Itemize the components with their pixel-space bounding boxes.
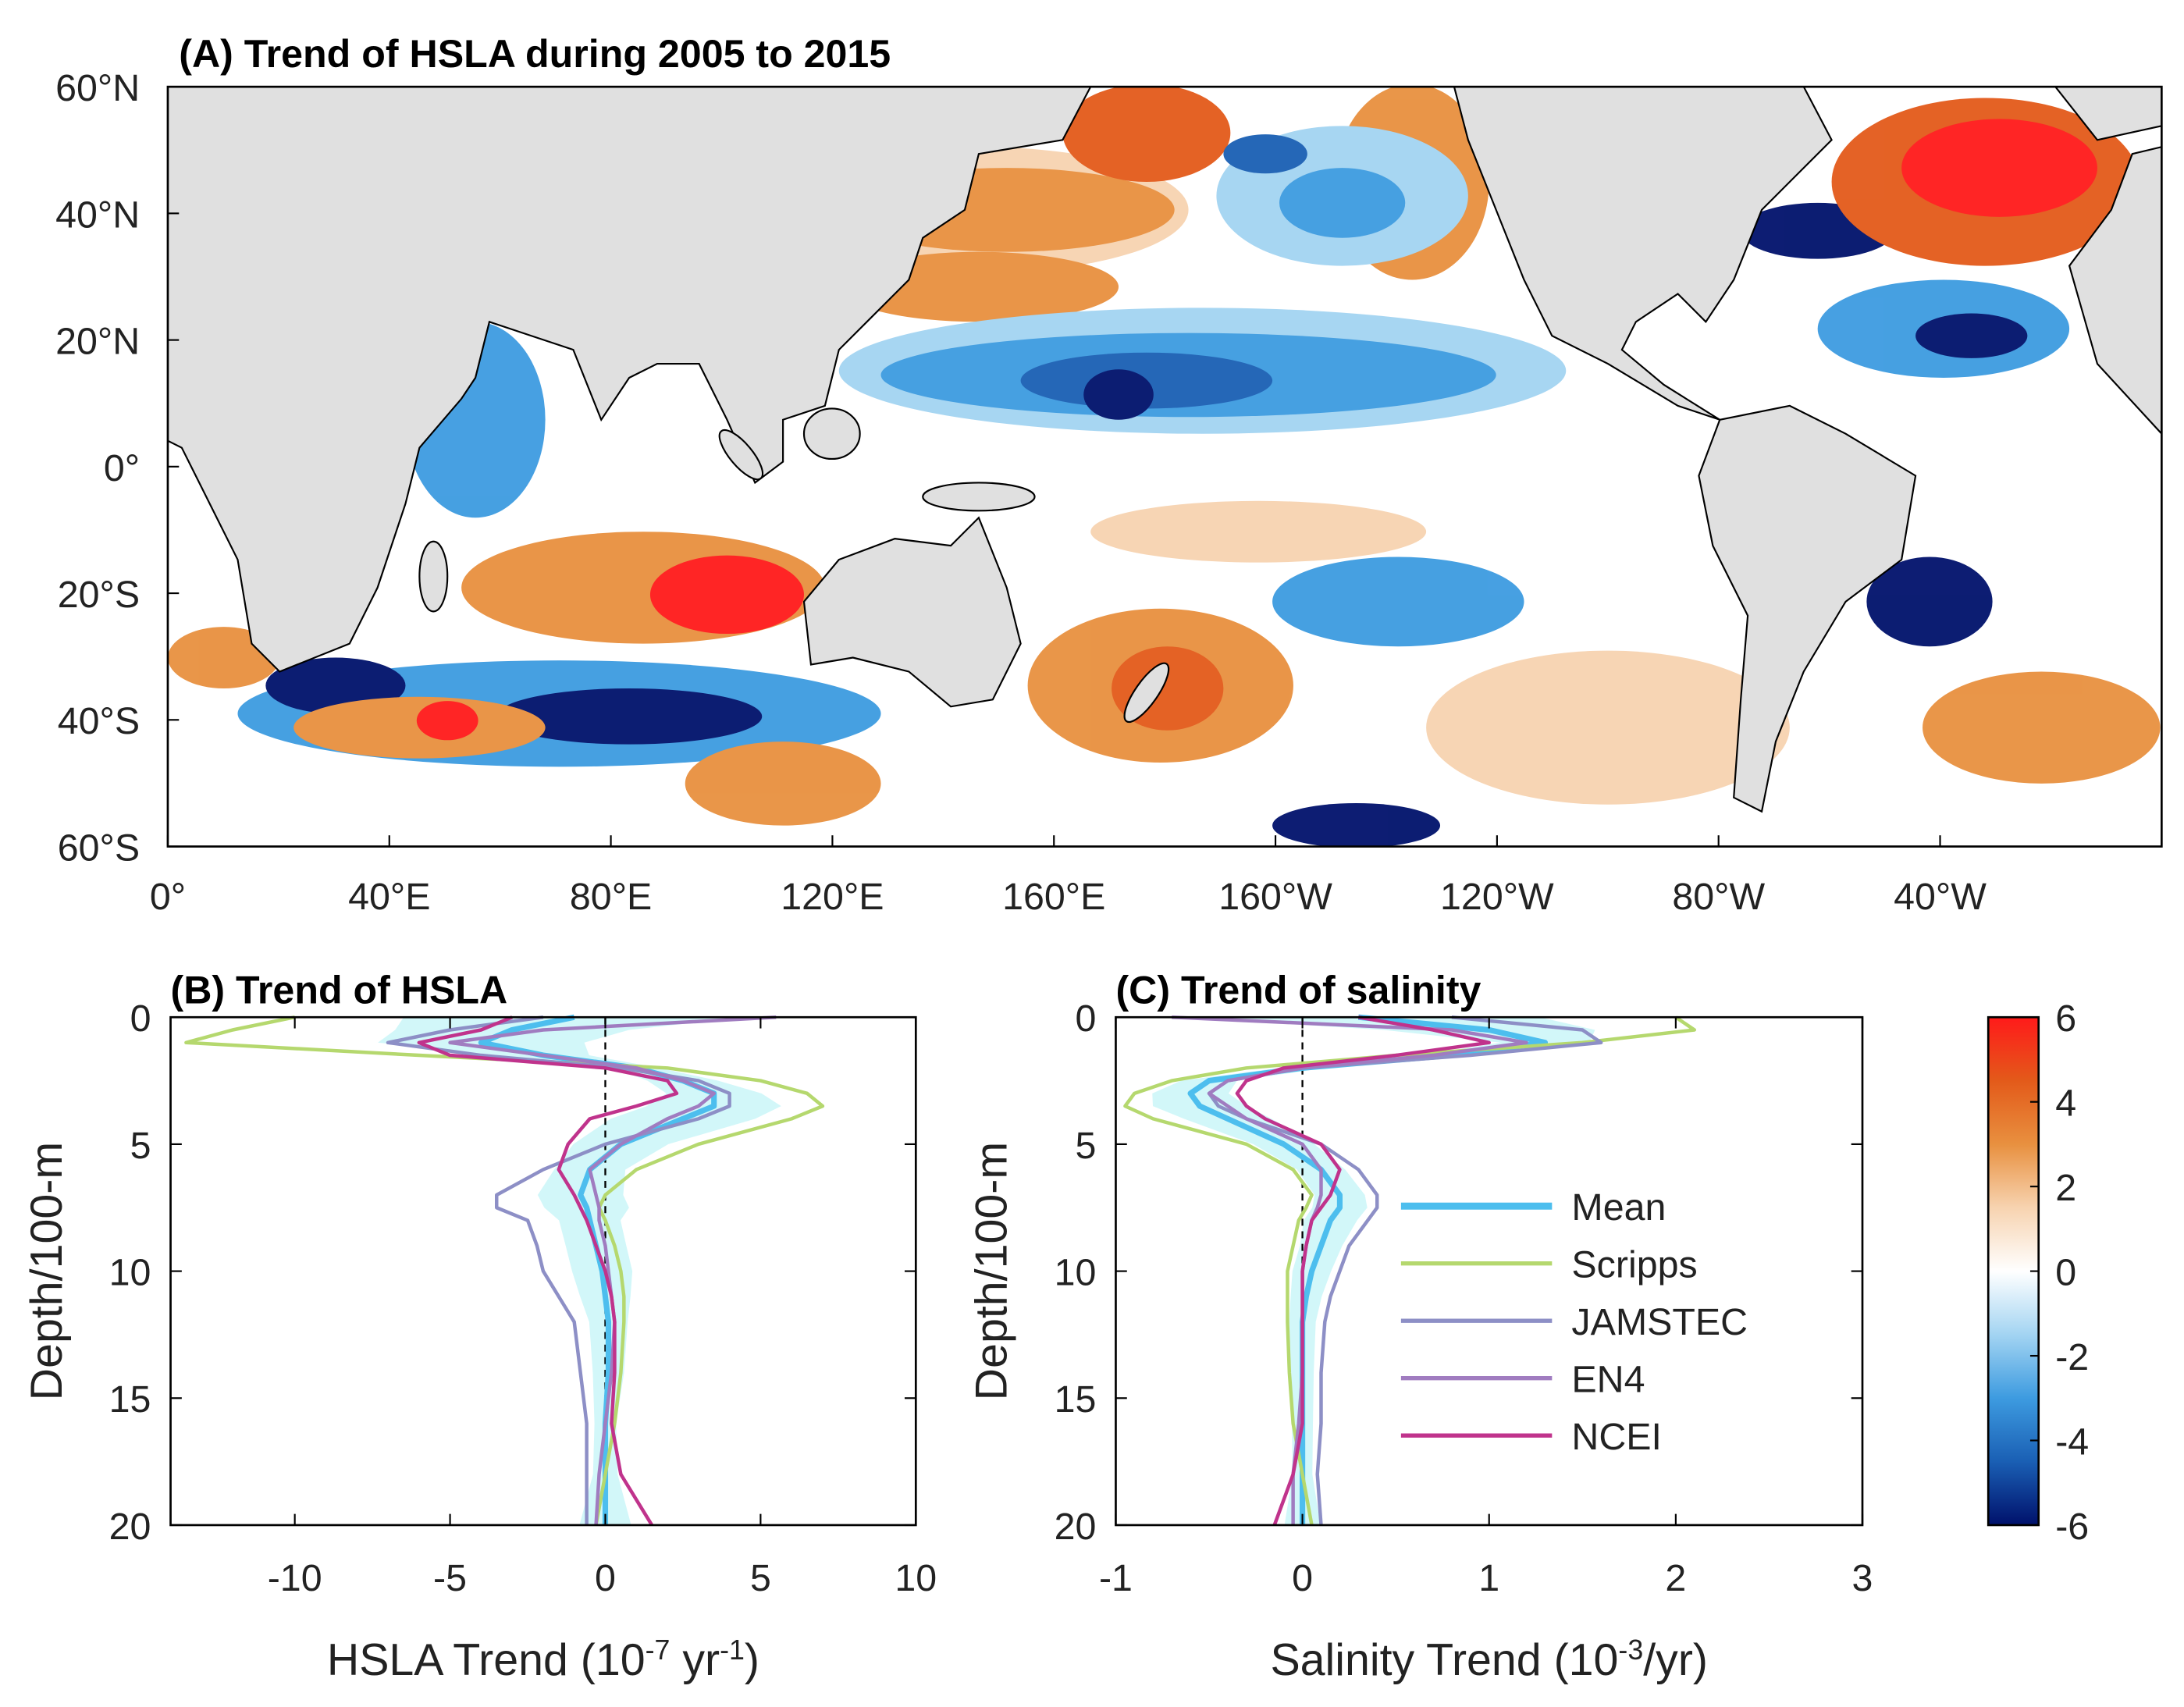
colorbar-tick-label: 0 [2055, 1252, 2076, 1294]
x-tick-label: 40°E [348, 876, 430, 918]
y-tick-label: 40°N [55, 194, 140, 236]
y-tick-label: 60°S [58, 827, 140, 869]
series-line [386, 1015, 731, 1525]
x-tick-label: -10 [268, 1557, 322, 1599]
colorbar-tick-label: 2 [2055, 1167, 2076, 1209]
x-axis-label-part: yr [670, 1635, 720, 1685]
x-tick-label: 80°W [1672, 876, 1765, 918]
x-tick-label: 40°W [1894, 876, 1987, 918]
x-axis-label-part: Salinity Trend (10 [1270, 1635, 1618, 1685]
legend-label: Mean [1571, 1186, 1666, 1229]
x-axis-label: HSLA Trend (10-7 yr-1) [327, 1634, 759, 1685]
colorbar-tick-label: 6 [2055, 998, 2076, 1040]
y-axis-label: Depth/100-m [22, 1142, 72, 1401]
land [167, 87, 2162, 813]
y-tick-label: 15 [109, 1378, 151, 1421]
series-line [1187, 1014, 1549, 1525]
y-tick-label: 15 [1055, 1378, 1097, 1421]
spread-band [378, 1017, 781, 1525]
x-axis-label: Salinity Trend (10-3/yr) [1270, 1634, 1708, 1685]
x-axis-label-part: -7 [646, 1634, 670, 1666]
y-tick-label: 20°N [55, 321, 140, 363]
x-tick-label: 0° [150, 876, 186, 918]
series-line [417, 1015, 679, 1527]
x-tick-label: 2 [1665, 1557, 1686, 1599]
legend-label: EN4 [1571, 1359, 1645, 1401]
y-axis-label: Depth/100-m [967, 1142, 1017, 1401]
series-line [1235, 1015, 1491, 1526]
x-tick-label: 1 [1478, 1557, 1499, 1599]
map-field [167, 87, 2162, 847]
y-tick-label: 5 [1075, 1125, 1096, 1167]
x-axis-label-part: HSLA Trend (10 [327, 1635, 646, 1685]
chart-title: (B) Trend of HSLA [171, 968, 508, 1012]
x-tick-label: 160°E [1002, 876, 1105, 918]
spread-band [1152, 1017, 1595, 1525]
legend-label: Scripps [1571, 1244, 1697, 1286]
x-tick-label: 80°E [570, 876, 652, 918]
colorbar-tick-label: -4 [2055, 1421, 2089, 1463]
legend-label: JAMSTEC [1571, 1301, 1748, 1343]
map-title: (A) Trend of HSLA during 2005 to 2015 [179, 32, 891, 76]
x-axis-label-part: -3 [1618, 1634, 1643, 1666]
y-tick-label: 0 [1075, 998, 1096, 1040]
x-tick-label: 120°E [781, 876, 884, 918]
x-tick-label: 0 [595, 1557, 616, 1599]
y-tick-label: 0° [104, 447, 140, 489]
x-axis-label-part: /yr) [1643, 1635, 1708, 1685]
y-tick-label: 10 [109, 1252, 151, 1294]
x-axis-label-part: ) [745, 1635, 759, 1685]
y-tick-label: 20°S [58, 574, 140, 616]
y-tick-label: 60°N [55, 67, 140, 109]
x-tick-label: 10 [895, 1557, 937, 1599]
series-line [1207, 1015, 1603, 1526]
colorbar-tick-label: -6 [2055, 1506, 2089, 1548]
x-tick-label: 160°W [1218, 876, 1332, 918]
x-tick-label: -5 [433, 1557, 467, 1599]
x-tick-label: 120°W [1440, 876, 1554, 918]
x-tick-label: 5 [750, 1557, 771, 1599]
x-tick-label: 0 [1292, 1557, 1313, 1599]
y-tick-label: 5 [130, 1125, 151, 1167]
x-axis-label-part: -1 [720, 1634, 745, 1666]
legend-label: NCEI [1571, 1416, 1662, 1458]
chart-title: (C) Trend of salinity [1115, 968, 1481, 1012]
y-tick-label: 20 [109, 1506, 151, 1548]
y-tick-label: 0 [130, 998, 151, 1040]
colorbar-tick-label: -2 [2055, 1336, 2089, 1378]
x-tick-label: -1 [1099, 1557, 1133, 1599]
colorbar-tick-label: 4 [2055, 1083, 2076, 1125]
y-tick-label: 20 [1055, 1506, 1097, 1548]
x-tick-label: 3 [1852, 1557, 1873, 1599]
y-tick-label: 10 [1055, 1252, 1097, 1294]
y-tick-label: 40°S [58, 700, 140, 742]
series-line [1123, 1015, 1697, 1526]
